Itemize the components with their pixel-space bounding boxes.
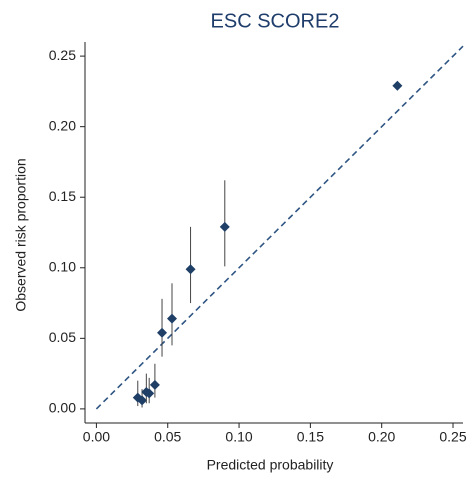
point [219, 221, 230, 232]
x-tick-label: 0.00 [83, 429, 110, 445]
x-tick-label: 0.20 [368, 429, 395, 445]
point [392, 80, 403, 91]
point [137, 395, 148, 406]
x-tick-label: 0.05 [154, 429, 181, 445]
point [167, 313, 178, 324]
point [149, 379, 160, 390]
chart-title: ESC SCORE2 [211, 10, 340, 32]
point [144, 388, 155, 399]
y-tick-label: 0.25 [49, 47, 76, 63]
y-tick-label: 0.15 [49, 188, 76, 204]
y-tick-label: 0.05 [49, 329, 76, 345]
x-axis-label: Predicted probability [207, 457, 334, 473]
point [185, 264, 196, 275]
x-tick-label: 0.10 [225, 429, 252, 445]
y-tick-label: 0.10 [49, 258, 76, 274]
reference-line [95, 45, 464, 410]
x-tick-label: 0.15 [297, 429, 324, 445]
point [157, 327, 168, 338]
y-tick-label: 0.00 [49, 400, 76, 416]
x-tick-label: 0.25 [439, 429, 466, 445]
y-axis-label: Observed risk proportion [13, 158, 29, 311]
y-tick-label: 0.20 [49, 117, 76, 133]
